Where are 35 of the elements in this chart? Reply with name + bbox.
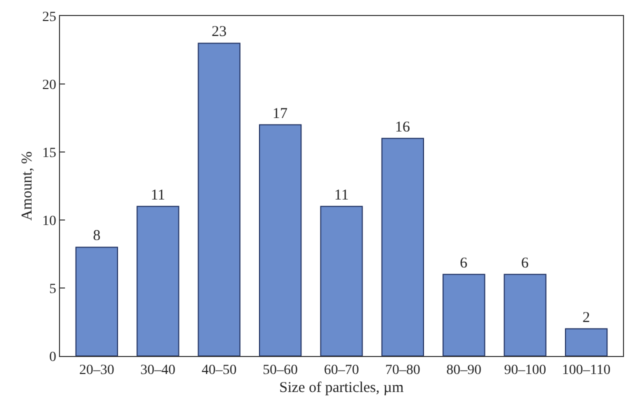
data-label: 23 — [212, 24, 227, 40]
bar — [381, 138, 424, 356]
x-tick-label: 60–70 — [324, 362, 359, 378]
y-tick-label: 25 — [42, 10, 56, 25]
bar — [564, 328, 608, 356]
data-label: 8 — [92, 228, 100, 244]
x-tick-label: 50–60 — [262, 362, 298, 378]
y-tick-label: 5 — [49, 282, 56, 297]
y-tick-label: 15 — [42, 146, 56, 161]
data-label: 11 — [150, 187, 166, 204]
y-axis-title: Amount, % — [19, 151, 36, 221]
x-tick-label: 20–30 — [79, 362, 114, 378]
y-tick-label: 20 — [42, 78, 56, 93]
data-label: 11 — [334, 187, 349, 204]
y-tick-label: 0 — [49, 350, 56, 365]
x-axis-title: Size of particles, µm — [279, 380, 404, 396]
x-tick-label: 90–100 — [504, 362, 546, 378]
bar — [504, 274, 546, 356]
x-tick-label: 30–40 — [140, 362, 176, 378]
x-tick-label: 70–80 — [385, 362, 420, 378]
bar — [198, 42, 240, 356]
data-label: 6 — [460, 255, 468, 272]
y-tick-label: 10 — [42, 214, 56, 229]
bar — [136, 206, 180, 356]
x-tick-label: 40–50 — [202, 362, 237, 378]
bar — [320, 206, 363, 356]
bar — [75, 246, 118, 356]
x-tick-label: 80–90 — [446, 362, 482, 378]
data-label: 6 — [521, 255, 530, 272]
x-tick-label: 100–110 — [562, 362, 611, 378]
bar — [442, 274, 486, 356]
data-label: 16 — [394, 119, 410, 136]
bar — [259, 124, 302, 356]
data-label: 17 — [272, 106, 288, 122]
data-label: 2 — [582, 310, 590, 326]
